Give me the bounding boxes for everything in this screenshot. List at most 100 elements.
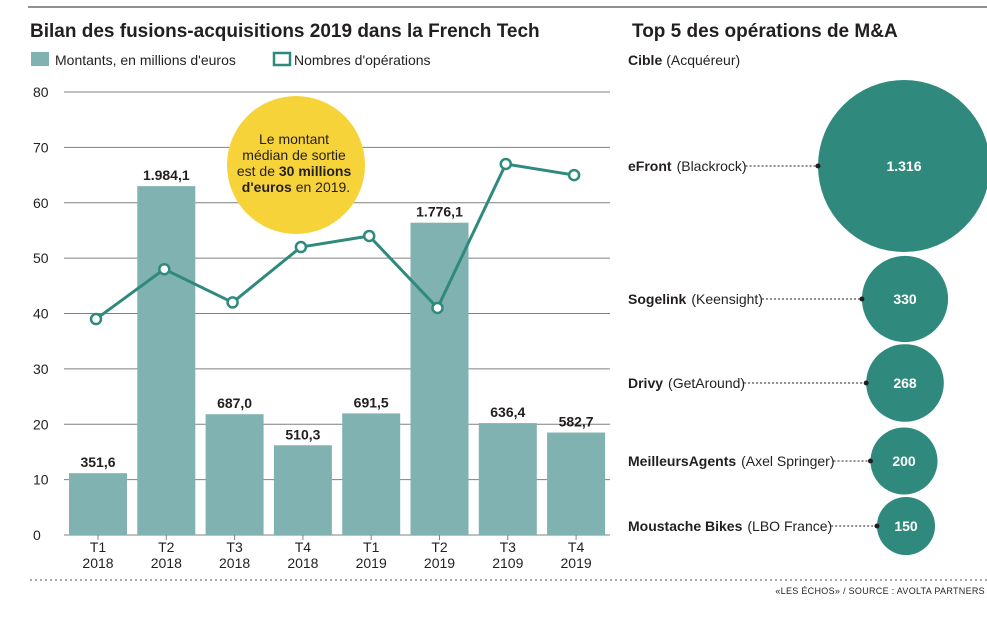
top5-row: eFront (Blackrock) 1.316 bbox=[628, 80, 987, 252]
top5-row-label: Drivy (GetAround) bbox=[628, 375, 745, 391]
top5-leader-dot bbox=[874, 523, 880, 529]
y-tick-label: 80 bbox=[33, 84, 49, 100]
bar bbox=[478, 423, 537, 535]
median-callout: Le montant médian de sortie est de 30 mi… bbox=[227, 96, 365, 234]
top5-bubble-value: 330 bbox=[893, 291, 917, 307]
top5-row: Drivy (GetAround) 268 bbox=[628, 344, 944, 422]
bubbles: eFront (Blackrock) 1.316 Sogelink (Keensight… bbox=[628, 80, 987, 556]
operations-point bbox=[294, 240, 308, 254]
x-tick-label-quarter: T3 bbox=[226, 539, 243, 555]
bar bbox=[273, 445, 332, 535]
bar bbox=[547, 432, 606, 535]
callout-line-3-pre: est de bbox=[237, 163, 279, 179]
operations-line bbox=[89, 157, 581, 326]
chart-legend: Montants, en millions d'euros Nombres d'… bbox=[31, 51, 431, 68]
operations-point bbox=[362, 229, 376, 243]
top5-bubble bbox=[870, 427, 938, 495]
x-tick-label-year: 2018 bbox=[82, 555, 113, 571]
legend-swatch-line bbox=[272, 51, 292, 67]
x-tick-label-year: 2019 bbox=[424, 555, 455, 571]
legend-swatch-bars bbox=[31, 52, 49, 66]
bar-value-label: 582,7 bbox=[559, 414, 594, 430]
bar-value-label: 1.984,1 bbox=[143, 167, 190, 183]
x-tick-label-quarter: T2 bbox=[158, 539, 175, 555]
operations-line-path bbox=[95, 162, 575, 321]
bar-value-label: 687,0 bbox=[217, 395, 252, 411]
operations-point bbox=[226, 296, 239, 309]
bar-value-label: 1.776,1 bbox=[416, 204, 463, 220]
x-tick-label-year: 2018 bbox=[219, 555, 250, 571]
bar bbox=[137, 186, 196, 535]
bar bbox=[410, 222, 469, 535]
top5-target: Drivy bbox=[628, 375, 663, 391]
x-tick-label-year: 2019 bbox=[561, 555, 592, 571]
top5-row: Moustache Bikes (LBO France) 150 bbox=[628, 496, 936, 556]
x-tick-label-quarter: T1 bbox=[90, 539, 107, 555]
y-tick-label: 20 bbox=[33, 416, 49, 432]
callout-line-3: est de 30 millions bbox=[237, 163, 352, 179]
top5-bubble bbox=[876, 496, 936, 556]
bar-value-label: 691,5 bbox=[354, 394, 389, 410]
legend-label-line: Nombres d'opérations bbox=[294, 52, 431, 68]
callout-text: Le montant médian de sortie est de 30 mi… bbox=[237, 131, 355, 195]
y-tick-label: 30 bbox=[33, 361, 49, 377]
top5-row-label: Moustache Bikes (LBO France) bbox=[628, 518, 832, 534]
x-tick-label-year: 2109 bbox=[492, 555, 523, 571]
operations-point bbox=[567, 168, 581, 182]
bars: 351,6 1.984,1 687,0 510,3 691,5 1.776,1 636,4 5… bbox=[69, 167, 606, 535]
bar bbox=[205, 414, 264, 535]
top5-panel: Top 5 des opérations de M&A Cible (Acquér… bbox=[628, 21, 987, 556]
bar bbox=[342, 413, 401, 535]
callout-line-4: d'euros en 2019. bbox=[242, 179, 350, 195]
callout-line-4-post: en 2019. bbox=[292, 179, 350, 195]
top5-bubble bbox=[818, 80, 987, 252]
top5-bubble bbox=[861, 255, 949, 343]
operations-point bbox=[158, 262, 171, 276]
top5-acquirer: (Blackrock) bbox=[677, 158, 747, 174]
x-tick-label-quarter: T2 bbox=[431, 539, 448, 555]
top5-leader-dot bbox=[867, 458, 873, 464]
top5-row-label: eFront (Blackrock) bbox=[628, 158, 747, 174]
top5-header: Cible (Acquéreur) bbox=[628, 52, 740, 68]
top5-row-label: Sogelink (Keensight) bbox=[628, 291, 763, 307]
top5-target: Moustache Bikes bbox=[628, 518, 743, 534]
top5-row-label: MeilleursAgents (Axel Springer) bbox=[628, 453, 835, 469]
y-tick-label: 50 bbox=[33, 250, 49, 266]
x-tick-label-year: 2018 bbox=[151, 555, 182, 571]
top5-target: MeilleursAgents bbox=[628, 453, 736, 469]
top5-header-bold: Cible bbox=[628, 52, 662, 68]
y-tick-label: 0 bbox=[33, 527, 41, 543]
top5-leader-dot bbox=[815, 163, 821, 169]
top5-acquirer: (LBO France) bbox=[747, 518, 832, 534]
top5-title: Top 5 des opérations de M&A bbox=[632, 21, 898, 42]
top5-leader-dot bbox=[863, 380, 869, 386]
operations-point bbox=[499, 157, 513, 171]
top5-acquirer: (GetAround) bbox=[668, 375, 745, 391]
y-tick-label: 70 bbox=[33, 139, 49, 155]
callout-line-2: médian de sortie bbox=[242, 147, 346, 163]
y-tick-label: 10 bbox=[33, 472, 49, 488]
callout-circle bbox=[227, 96, 365, 234]
x-tick-label-quarter: T3 bbox=[500, 539, 517, 555]
legend-label-bars: Montants, en millions d'euros bbox=[55, 52, 236, 68]
callout-line-1: Le montant bbox=[259, 131, 329, 147]
bar-value-label: 351,6 bbox=[80, 454, 115, 470]
top5-bubble-value: 150 bbox=[894, 518, 918, 534]
top5-acquirer: (Keensight) bbox=[691, 291, 763, 307]
top5-row: Sogelink (Keensight) 330 bbox=[628, 255, 949, 343]
x-tick-label-quarter: T4 bbox=[295, 539, 312, 555]
x-tick-label-quarter: T4 bbox=[568, 539, 585, 555]
operations-point bbox=[89, 312, 103, 326]
bar bbox=[69, 473, 127, 535]
top5-bubble-value: 1.316 bbox=[886, 158, 921, 174]
x-tick-label-year: 2018 bbox=[287, 555, 318, 571]
callout-line-4-bold: d'euros bbox=[242, 179, 292, 195]
top5-acquirer: (Axel Springer) bbox=[741, 453, 834, 469]
top5-bubble-value: 268 bbox=[893, 375, 917, 391]
operations-point bbox=[431, 301, 444, 315]
top5-leader-dot bbox=[859, 296, 865, 302]
y-tick-label: 60 bbox=[33, 195, 49, 211]
top5-target: eFront bbox=[628, 158, 672, 174]
chart-title: Bilan des fusions-acquisitions 2019 dans… bbox=[30, 21, 540, 42]
